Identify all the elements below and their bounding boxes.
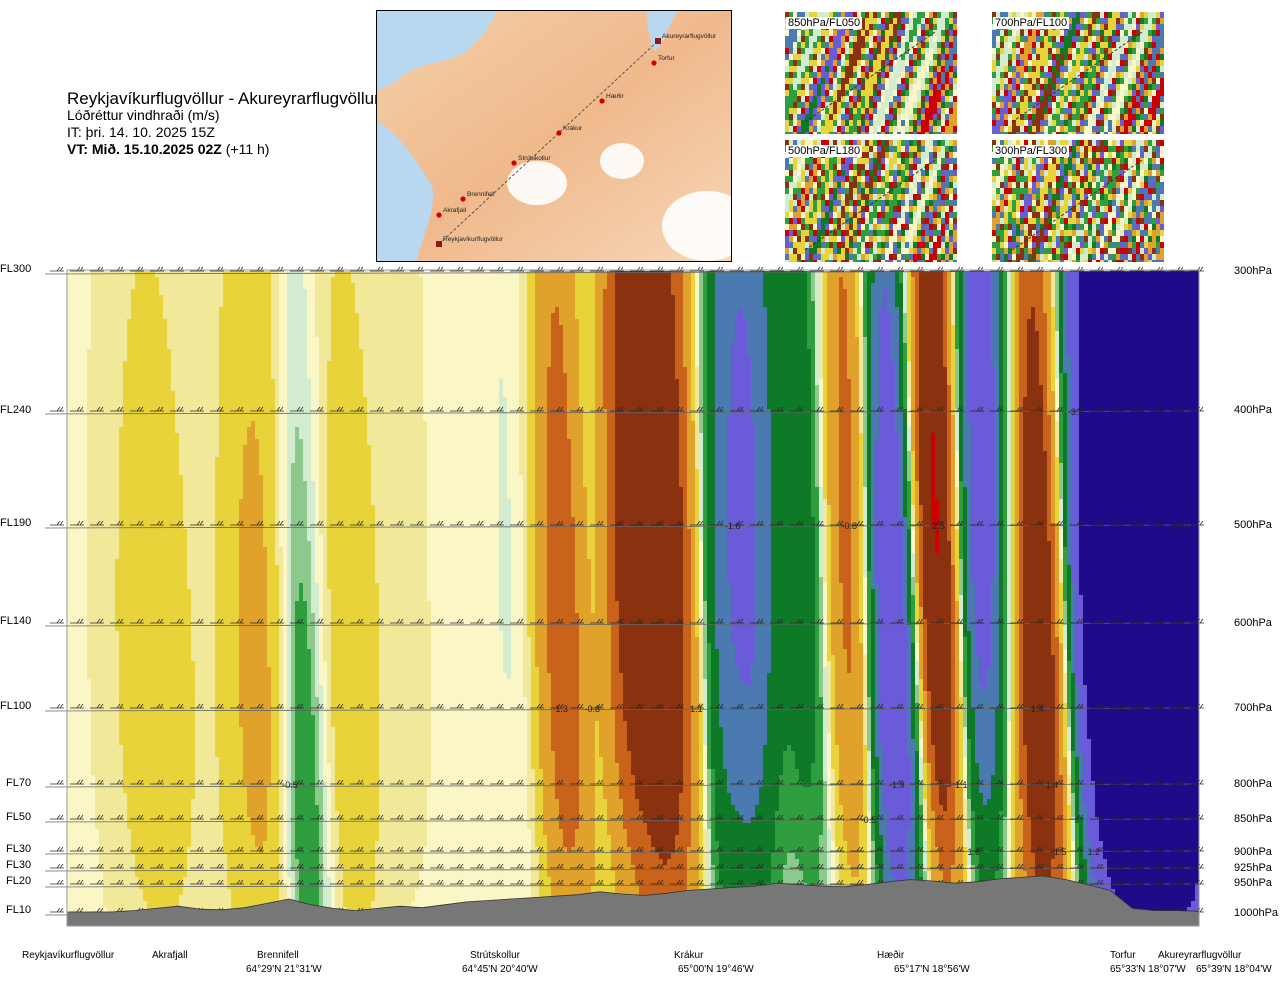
mini-map-label: 850hPa/FL050 <box>786 17 862 29</box>
mini-map-label: 300hPa/FL300 <box>993 145 1069 157</box>
mini-map-label: 500hPa/FL180 <box>786 145 862 157</box>
mini-map-label: 700hPa/FL100 <box>993 17 1069 29</box>
